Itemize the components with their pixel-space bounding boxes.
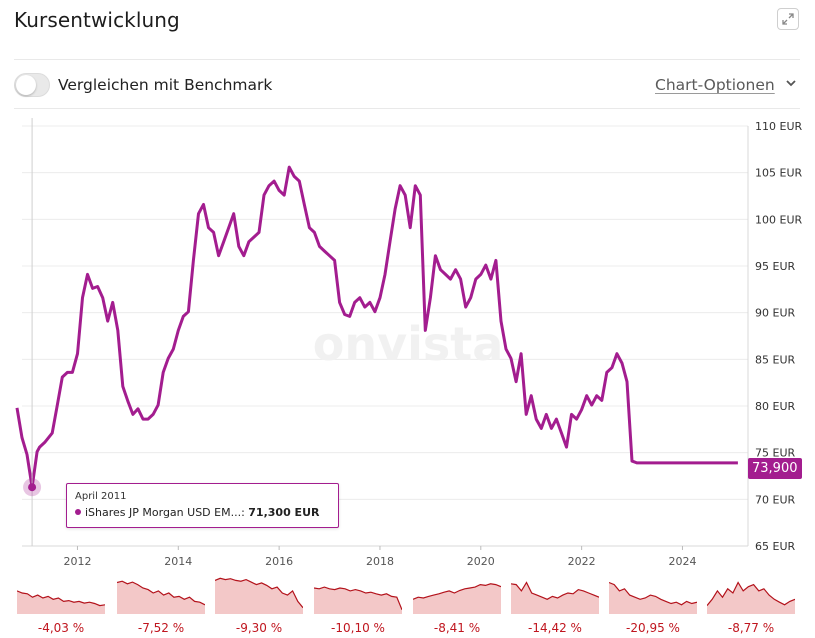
sparkline-line bbox=[707, 581, 795, 606]
sparkline bbox=[117, 580, 205, 614]
y-tick-label: 90 EUR bbox=[755, 307, 795, 320]
sparkline-line bbox=[511, 581, 599, 600]
sparkline-change-label: -9,30 % bbox=[235, 621, 283, 635]
y-tick-label: 85 EUR bbox=[755, 353, 795, 366]
y-tick-label: 95 EUR bbox=[755, 260, 795, 273]
sparkline-area bbox=[215, 578, 303, 614]
divider bbox=[14, 108, 800, 109]
sparkline-line bbox=[413, 583, 501, 600]
page-title: Kursentwicklung bbox=[14, 8, 180, 32]
sparkline bbox=[707, 581, 795, 614]
sparkline-change-label: -20,95 % bbox=[626, 621, 680, 635]
y-tick-label: 105 EUR bbox=[755, 167, 802, 180]
x-tick-label: 2018 bbox=[366, 555, 394, 568]
tooltip-value: 71,300 EUR bbox=[248, 506, 320, 519]
sparkline-area bbox=[314, 587, 402, 614]
highlight-point bbox=[28, 483, 37, 492]
x-tick-label: 2022 bbox=[568, 555, 596, 568]
divider bbox=[14, 59, 800, 60]
sparkline-area bbox=[17, 590, 105, 614]
sparkline-area bbox=[511, 582, 599, 614]
sparkline bbox=[314, 586, 402, 614]
chart-options-link[interactable]: Chart-Optionen bbox=[655, 76, 775, 94]
y-tick-label: 80 EUR bbox=[755, 400, 795, 413]
benchmark-toggle[interactable] bbox=[14, 73, 50, 97]
sparkline bbox=[215, 577, 303, 614]
tooltip-date: April 2011 bbox=[75, 491, 127, 502]
sparkline bbox=[511, 581, 599, 614]
sparkline-area bbox=[117, 581, 205, 614]
watermark-logo: onvista bbox=[313, 317, 504, 371]
sparkline-line bbox=[314, 586, 402, 611]
x-tick-label: 2014 bbox=[164, 555, 192, 568]
x-tick-label: 2020 bbox=[467, 555, 495, 568]
sparkline-area bbox=[413, 583, 501, 614]
sparkline-change-label: -8,41 % bbox=[433, 621, 481, 635]
sparkline-change-label: -14,42 % bbox=[528, 621, 582, 635]
chart-tooltip: April 2011 iShares JP Morgan USD EM...: … bbox=[66, 483, 339, 528]
sparkline-area bbox=[609, 582, 697, 614]
sparkline-line bbox=[17, 590, 105, 607]
sparkline-line bbox=[609, 581, 697, 606]
x-tick-label: 2024 bbox=[668, 555, 696, 568]
price-chart[interactable]: 65 EUR 70 EUR 75 EUR 80 EUR 85 EUR 90 EUR 95 E… bbox=[0, 110, 815, 570]
sparkline bbox=[609, 581, 697, 614]
sparkline-change-label: -10,10 % bbox=[331, 621, 385, 635]
last-value-badge: 73,900 bbox=[748, 458, 802, 479]
sparkline-change-label: -8,77 % bbox=[727, 621, 775, 635]
expand-button[interactable] bbox=[777, 8, 799, 30]
y-tick-label: 65 EUR bbox=[755, 540, 795, 553]
tooltip-value-line: iShares JP Morgan USD EM...: 71,300 EUR bbox=[75, 506, 319, 519]
x-tick-label: 2012 bbox=[63, 555, 91, 568]
sparkline-change-label: -4,03 % bbox=[37, 621, 85, 635]
y-tick-label: 70 EUR bbox=[755, 493, 795, 506]
x-tick-label: 2016 bbox=[265, 555, 293, 568]
y-tick-label: 110 EUR bbox=[755, 120, 802, 133]
chevron-down-icon[interactable] bbox=[785, 78, 797, 88]
sparkline-area bbox=[707, 582, 795, 614]
sparkline-change-label: -7,52 % bbox=[137, 621, 185, 635]
sparkline bbox=[17, 590, 105, 614]
y-tick-label: 100 EUR bbox=[755, 213, 802, 226]
sparkline-line bbox=[215, 577, 303, 609]
tooltip-series: iShares JP Morgan USD EM...: bbox=[85, 506, 245, 519]
toggle-knob bbox=[16, 75, 36, 95]
series-line bbox=[15, 165, 738, 489]
sparkline-line bbox=[117, 580, 205, 606]
series-dot bbox=[75, 509, 81, 515]
benchmark-toggle-label: Vergleichen mit Benchmark bbox=[58, 76, 273, 94]
expand-icon bbox=[782, 13, 794, 25]
sparkline bbox=[413, 583, 501, 614]
y-tick-label: 75 EUR bbox=[755, 447, 795, 460]
